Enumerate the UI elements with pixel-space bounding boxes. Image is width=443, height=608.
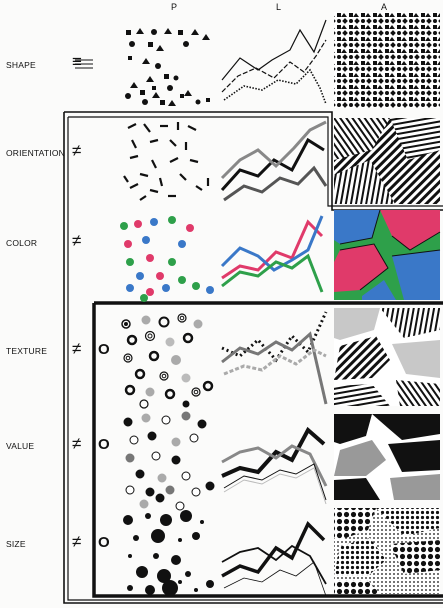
texture-area-panel [334,308,440,406]
value-area-panel [334,414,440,500]
row-label-shape: SHAPE [6,60,36,70]
relation-symbol-value: ≠ [72,434,82,453]
value-line-panel [221,426,328,505]
relation-symbol-orientation: ≠ [72,141,82,160]
texture-line-panel [221,311,328,405]
ordered-symbol-size: O [98,534,110,551]
column-header-p: P [171,2,179,12]
row-label-size: SIZE [6,539,26,549]
shape-area-panel [334,12,440,108]
size-line-panel [221,521,327,597]
relation-symbol-color: ≠ [72,231,82,250]
ordered-symbol-texture: O [98,341,110,358]
size-area-panel [334,508,440,594]
value-point-panel [123,411,215,511]
orientation-point-panel [123,122,210,201]
size-point-panel [123,510,214,596]
frame-lines [63,59,443,604]
row-label-texture: TEXTURE [6,346,48,356]
orientation-line-panel [220,120,328,202]
texture-point-panel [121,313,214,409]
relation-symbol-texture: ≠ [72,339,82,358]
orientation-area-panel [334,118,440,204]
column-header-l: L [276,2,283,12]
row-label-color: COLOR [6,238,38,248]
relation-symbol-shape: ≡ [72,52,82,71]
color-point-panel [120,216,214,302]
shape-point-panel [125,28,210,106]
color-area-panel [334,209,441,300]
relation-symbol-size: ≠ [72,532,82,551]
shape-line-panel [221,19,327,105]
color-line-panel [220,215,324,293]
row-label-value: VALUE [6,441,35,451]
row-label-orientation: ORIENTATION [6,148,66,158]
ordered-symbol-value: O [98,436,110,453]
column-header-a: A [381,2,389,12]
